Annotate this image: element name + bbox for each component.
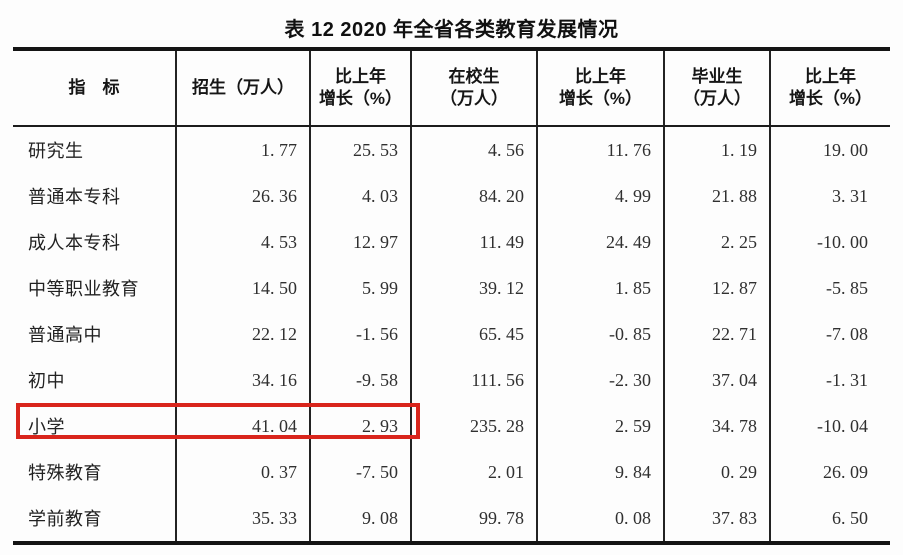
table-row-primary-school: 小学 41. 04 2. 93 235. 28 2. 59 34. 78 -10… bbox=[13, 403, 890, 449]
cell-value: 37. 83 bbox=[665, 495, 771, 541]
column-header-enrollment: 招生（万人） bbox=[177, 51, 311, 125]
cell-value: -2. 30 bbox=[538, 357, 665, 403]
row-label: 普通本专科 bbox=[13, 173, 177, 219]
table-row-regular-undergraduate: 普通本专科 26. 36 4. 03 84. 20 4. 99 21. 88 3… bbox=[13, 173, 890, 219]
cell-value: 9. 08 bbox=[311, 495, 412, 541]
cell-value: 99. 78 bbox=[412, 495, 538, 541]
cell-value: -0. 85 bbox=[538, 311, 665, 357]
table-row-graduate-students: 研究生 1. 77 25. 53 4. 56 11. 76 1. 19 19. … bbox=[13, 127, 890, 173]
cell-value: 14. 50 bbox=[177, 265, 311, 311]
cell-value: 12. 97 bbox=[311, 219, 412, 265]
cell-value: -10. 00 bbox=[817, 231, 868, 252]
cell-value: 1. 85 bbox=[538, 265, 665, 311]
table-header-row: 指 标 招生（万人） 比上年 增长（%） 在校生 （万人） 比上年 增长（%） … bbox=[13, 51, 890, 127]
column-header-graduates-growth: 比上年 增长（%） bbox=[788, 66, 873, 108]
cell-value: 22. 71 bbox=[665, 311, 771, 357]
row-label: 学前教育 bbox=[13, 495, 177, 541]
cell-value: 2. 93 bbox=[311, 403, 412, 449]
table-row-special-education: 特殊教育 0. 37 -7. 50 2. 01 9. 84 0. 29 26. … bbox=[13, 449, 890, 495]
cell-value: 1. 77 bbox=[177, 127, 311, 173]
cell-value: 22. 12 bbox=[177, 311, 311, 357]
cell-value: -10. 04 bbox=[817, 415, 868, 436]
cell-value: 0. 37 bbox=[177, 449, 311, 495]
cell-value: 11. 76 bbox=[538, 127, 665, 173]
cell-value: 235. 28 bbox=[412, 403, 538, 449]
column-header-students-growth: 比上年 增长（%） bbox=[538, 51, 665, 125]
cell-value: 4. 99 bbox=[538, 173, 665, 219]
table-title: 表 12 2020 年全省各类教育发展情况 bbox=[284, 19, 619, 41]
cell-value: 39. 12 bbox=[412, 265, 538, 311]
column-header-students: 在校生 （万人） bbox=[412, 51, 538, 125]
cell-value: 0. 29 bbox=[665, 449, 771, 495]
cell-value: 34. 78 bbox=[665, 403, 771, 449]
cell-value: 4. 53 bbox=[177, 219, 311, 265]
row-label: 普通高中 bbox=[13, 311, 177, 357]
column-header-indicator: 指 标 bbox=[13, 51, 177, 125]
cell-value: -7. 08 bbox=[826, 323, 868, 344]
cell-value: -1. 31 bbox=[826, 369, 868, 390]
table-row-junior-high: 初中 34. 16 -9. 58 111. 56 -2. 30 37. 04 -… bbox=[13, 357, 890, 403]
cell-value: 26. 09 bbox=[823, 461, 868, 482]
row-label: 成人本专科 bbox=[13, 219, 177, 265]
cell-value: 26. 36 bbox=[177, 173, 311, 219]
cell-value: 19. 00 bbox=[823, 139, 868, 160]
row-label: 中等职业教育 bbox=[13, 265, 177, 311]
cell-value: -5. 85 bbox=[826, 277, 868, 298]
row-label: 小学 bbox=[13, 403, 177, 449]
cell-value: 2. 59 bbox=[538, 403, 665, 449]
cell-value: 4. 03 bbox=[311, 173, 412, 219]
cell-value: 5. 99 bbox=[311, 265, 412, 311]
table-row-secondary-vocational: 中等职业教育 14. 50 5. 99 39. 12 1. 85 12. 87 … bbox=[13, 265, 890, 311]
row-label: 特殊教育 bbox=[13, 449, 177, 495]
cell-value: 9. 84 bbox=[538, 449, 665, 495]
cell-value: 37. 04 bbox=[665, 357, 771, 403]
cell-value: 41. 04 bbox=[177, 403, 311, 449]
cell-value: 2. 25 bbox=[665, 219, 771, 265]
cell-value: 11. 49 bbox=[412, 219, 538, 265]
cell-value: 84. 20 bbox=[412, 173, 538, 219]
table-row-regular-high-school: 普通高中 22. 12 -1. 56 65. 45 -0. 85 22. 71 … bbox=[13, 311, 890, 357]
cell-value: 3. 31 bbox=[832, 185, 868, 206]
cell-value: 21. 88 bbox=[665, 173, 771, 219]
table-row-adult-undergraduate: 成人本专科 4. 53 12. 97 11. 49 24. 49 2. 25 -… bbox=[13, 219, 890, 265]
row-label: 初中 bbox=[13, 357, 177, 403]
cell-value: 1. 19 bbox=[665, 127, 771, 173]
cell-value: 12. 87 bbox=[665, 265, 771, 311]
table-row-preschool-education: 学前教育 35. 33 9. 08 99. 78 0. 08 37. 83 6.… bbox=[13, 495, 890, 541]
cell-value: 25. 53 bbox=[311, 127, 412, 173]
cell-value: 65. 45 bbox=[412, 311, 538, 357]
cell-value: 24. 49 bbox=[538, 219, 665, 265]
cell-value: 111. 56 bbox=[412, 357, 538, 403]
cell-value: -1. 56 bbox=[311, 311, 412, 357]
cell-value: -7. 50 bbox=[311, 449, 412, 495]
cell-value: -9. 58 bbox=[311, 357, 412, 403]
cell-value: 6. 50 bbox=[832, 507, 868, 528]
cell-value: 4. 56 bbox=[412, 127, 538, 173]
cell-value: 34. 16 bbox=[177, 357, 311, 403]
cell-value: 0. 08 bbox=[538, 495, 665, 541]
cell-value: 35. 33 bbox=[177, 495, 311, 541]
cell-value: 2. 01 bbox=[412, 449, 538, 495]
education-statistics-table: 指 标 招生（万人） 比上年 增长（%） 在校生 （万人） 比上年 增长（%） … bbox=[13, 47, 890, 545]
row-label: 研究生 bbox=[13, 127, 177, 173]
column-header-graduates: 毕业生 （万人） bbox=[665, 51, 771, 125]
column-header-enrollment-growth: 比上年 增长（%） bbox=[311, 51, 412, 125]
